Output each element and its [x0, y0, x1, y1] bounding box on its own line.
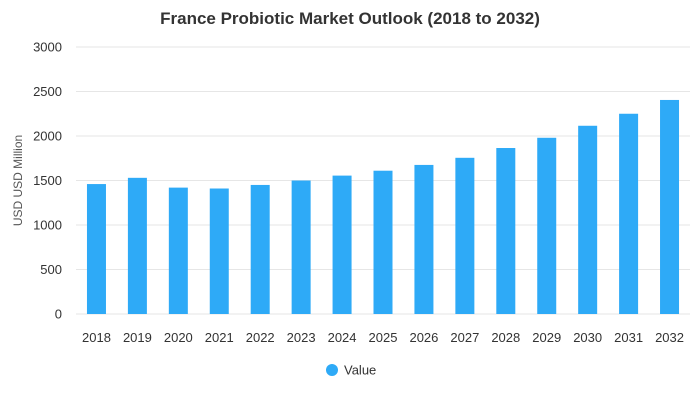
- x-axis-ticks: 2018 2019 2020 2021 2022 2023 2024 2025 2026 2027…: [82, 330, 684, 345]
- bar-2021[interactable]: [209, 188, 229, 314]
- x-tick-label: 2020: [164, 330, 193, 345]
- bar-2024[interactable]: [332, 175, 352, 314]
- x-tick-label: 2030: [573, 330, 602, 345]
- x-tick-label: 2028: [491, 330, 520, 345]
- bar-2026[interactable]: [414, 164, 434, 314]
- bar-2025[interactable]: [373, 170, 393, 314]
- x-tick-label: 2024: [328, 330, 357, 345]
- y-tick-label: 1500: [33, 173, 62, 188]
- bar-2023[interactable]: [291, 180, 311, 315]
- y-tick-label: 2000: [33, 129, 62, 144]
- legend-swatch-value: [326, 364, 338, 376]
- legend[interactable]: Value: [326, 363, 376, 378]
- y-tick-label: 500: [40, 262, 62, 277]
- y-tick-label: 0: [55, 307, 62, 322]
- chart-title: France Probiotic Market Outlook (2018 to…: [160, 9, 540, 28]
- x-tick-label: 2019: [123, 330, 152, 345]
- bar-2030[interactable]: [578, 125, 598, 314]
- x-tick-label: 2029: [532, 330, 561, 345]
- y-tick-label: 3000: [33, 40, 62, 55]
- bar-2028[interactable]: [496, 148, 516, 314]
- x-tick-label: 2032: [655, 330, 684, 345]
- y-axis-title: USD USD Million: [11, 135, 25, 226]
- bar-2027[interactable]: [455, 157, 475, 314]
- bar-2020[interactable]: [168, 187, 188, 314]
- x-tick-label: 2021: [205, 330, 234, 345]
- bar-2022[interactable]: [250, 184, 270, 314]
- bar-2019[interactable]: [127, 177, 147, 314]
- x-tick-label: 2026: [409, 330, 438, 345]
- bar-2032[interactable]: [660, 99, 680, 314]
- legend-label-value: Value: [344, 363, 376, 378]
- x-tick-label: 2022: [246, 330, 275, 345]
- y-axis-ticks: 0 500 1000 1500 2000 2500 3000: [33, 40, 62, 322]
- bar-2031[interactable]: [619, 113, 639, 314]
- bar-2018[interactable]: [86, 184, 106, 314]
- x-tick-label: 2023: [287, 330, 316, 345]
- bars: [86, 99, 680, 315]
- x-tick-label: 2025: [369, 330, 398, 345]
- x-tick-label: 2027: [450, 330, 479, 345]
- x-tick-label: 2018: [82, 330, 111, 345]
- y-tick-label: 1000: [33, 218, 62, 233]
- bar-2029[interactable]: [537, 137, 557, 314]
- y-tick-label: 2500: [33, 84, 62, 99]
- x-tick-label: 2031: [614, 330, 643, 345]
